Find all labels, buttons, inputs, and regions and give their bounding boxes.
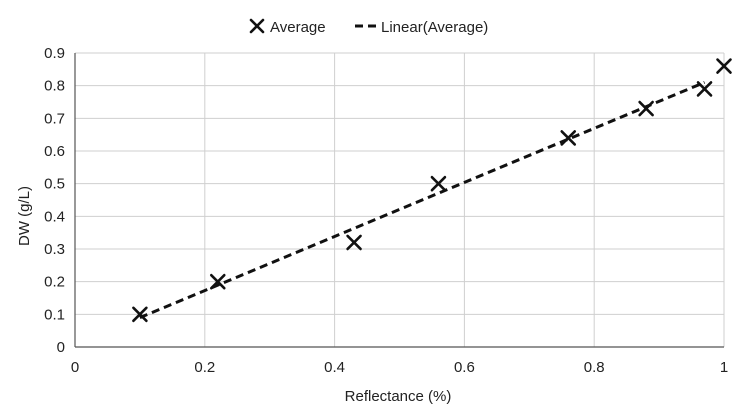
legend-marker-average — [249, 18, 265, 34]
x-tick-label: 0.8 — [584, 359, 605, 376]
data-point-average — [638, 100, 654, 117]
data-point-average — [132, 306, 148, 323]
legend: Average Linear(Average) — [249, 18, 488, 36]
y-tick-label: 0.6 — [44, 143, 65, 160]
trendline-layer — [139, 81, 706, 319]
x-tick-label: 0.4 — [324, 359, 345, 376]
y-tick-label: 0.2 — [44, 274, 65, 291]
data-point-average — [560, 130, 577, 146]
x-tick-label: 0.6 — [454, 359, 475, 376]
tick-labels: 0 0.1 0.2 0.3 0.4 0.5 0.6 0.7 0.8 0.9 0 0.2 0.4 0.6 0.… — [44, 45, 728, 376]
y-tick-label: 0.7 — [44, 110, 65, 127]
y-tick-label: 0.1 — [44, 306, 65, 323]
legend-label-linear: Linear(Average) — [381, 19, 488, 36]
data-point-average — [696, 81, 713, 97]
axes — [74, 53, 724, 348]
y-axis-title: DW (g/L) — [16, 186, 33, 246]
x-tick-label: 0 — [71, 359, 79, 376]
y-tick-label: 0 — [57, 339, 65, 356]
gridlines — [75, 52, 725, 347]
data-points — [132, 58, 732, 323]
data-point-average — [209, 273, 226, 290]
y-tick-label: 0.3 — [44, 241, 65, 258]
y-tick-label: 0.9 — [44, 45, 65, 62]
x-axis-title: Reflectance (%) — [345, 388, 452, 405]
y-tick-label: 0.5 — [44, 176, 65, 193]
data-point-average — [430, 175, 447, 192]
data-point-average — [716, 58, 732, 74]
y-tick-label: 0.8 — [44, 78, 65, 95]
y-tick-label: 0.4 — [44, 208, 65, 225]
legend-label-average: Average — [270, 19, 326, 36]
linear-trendline — [139, 81, 706, 319]
x-tick-label: 0.2 — [194, 359, 215, 376]
x-tick-label: 1 — [720, 359, 728, 376]
data-point-average — [346, 234, 362, 251]
